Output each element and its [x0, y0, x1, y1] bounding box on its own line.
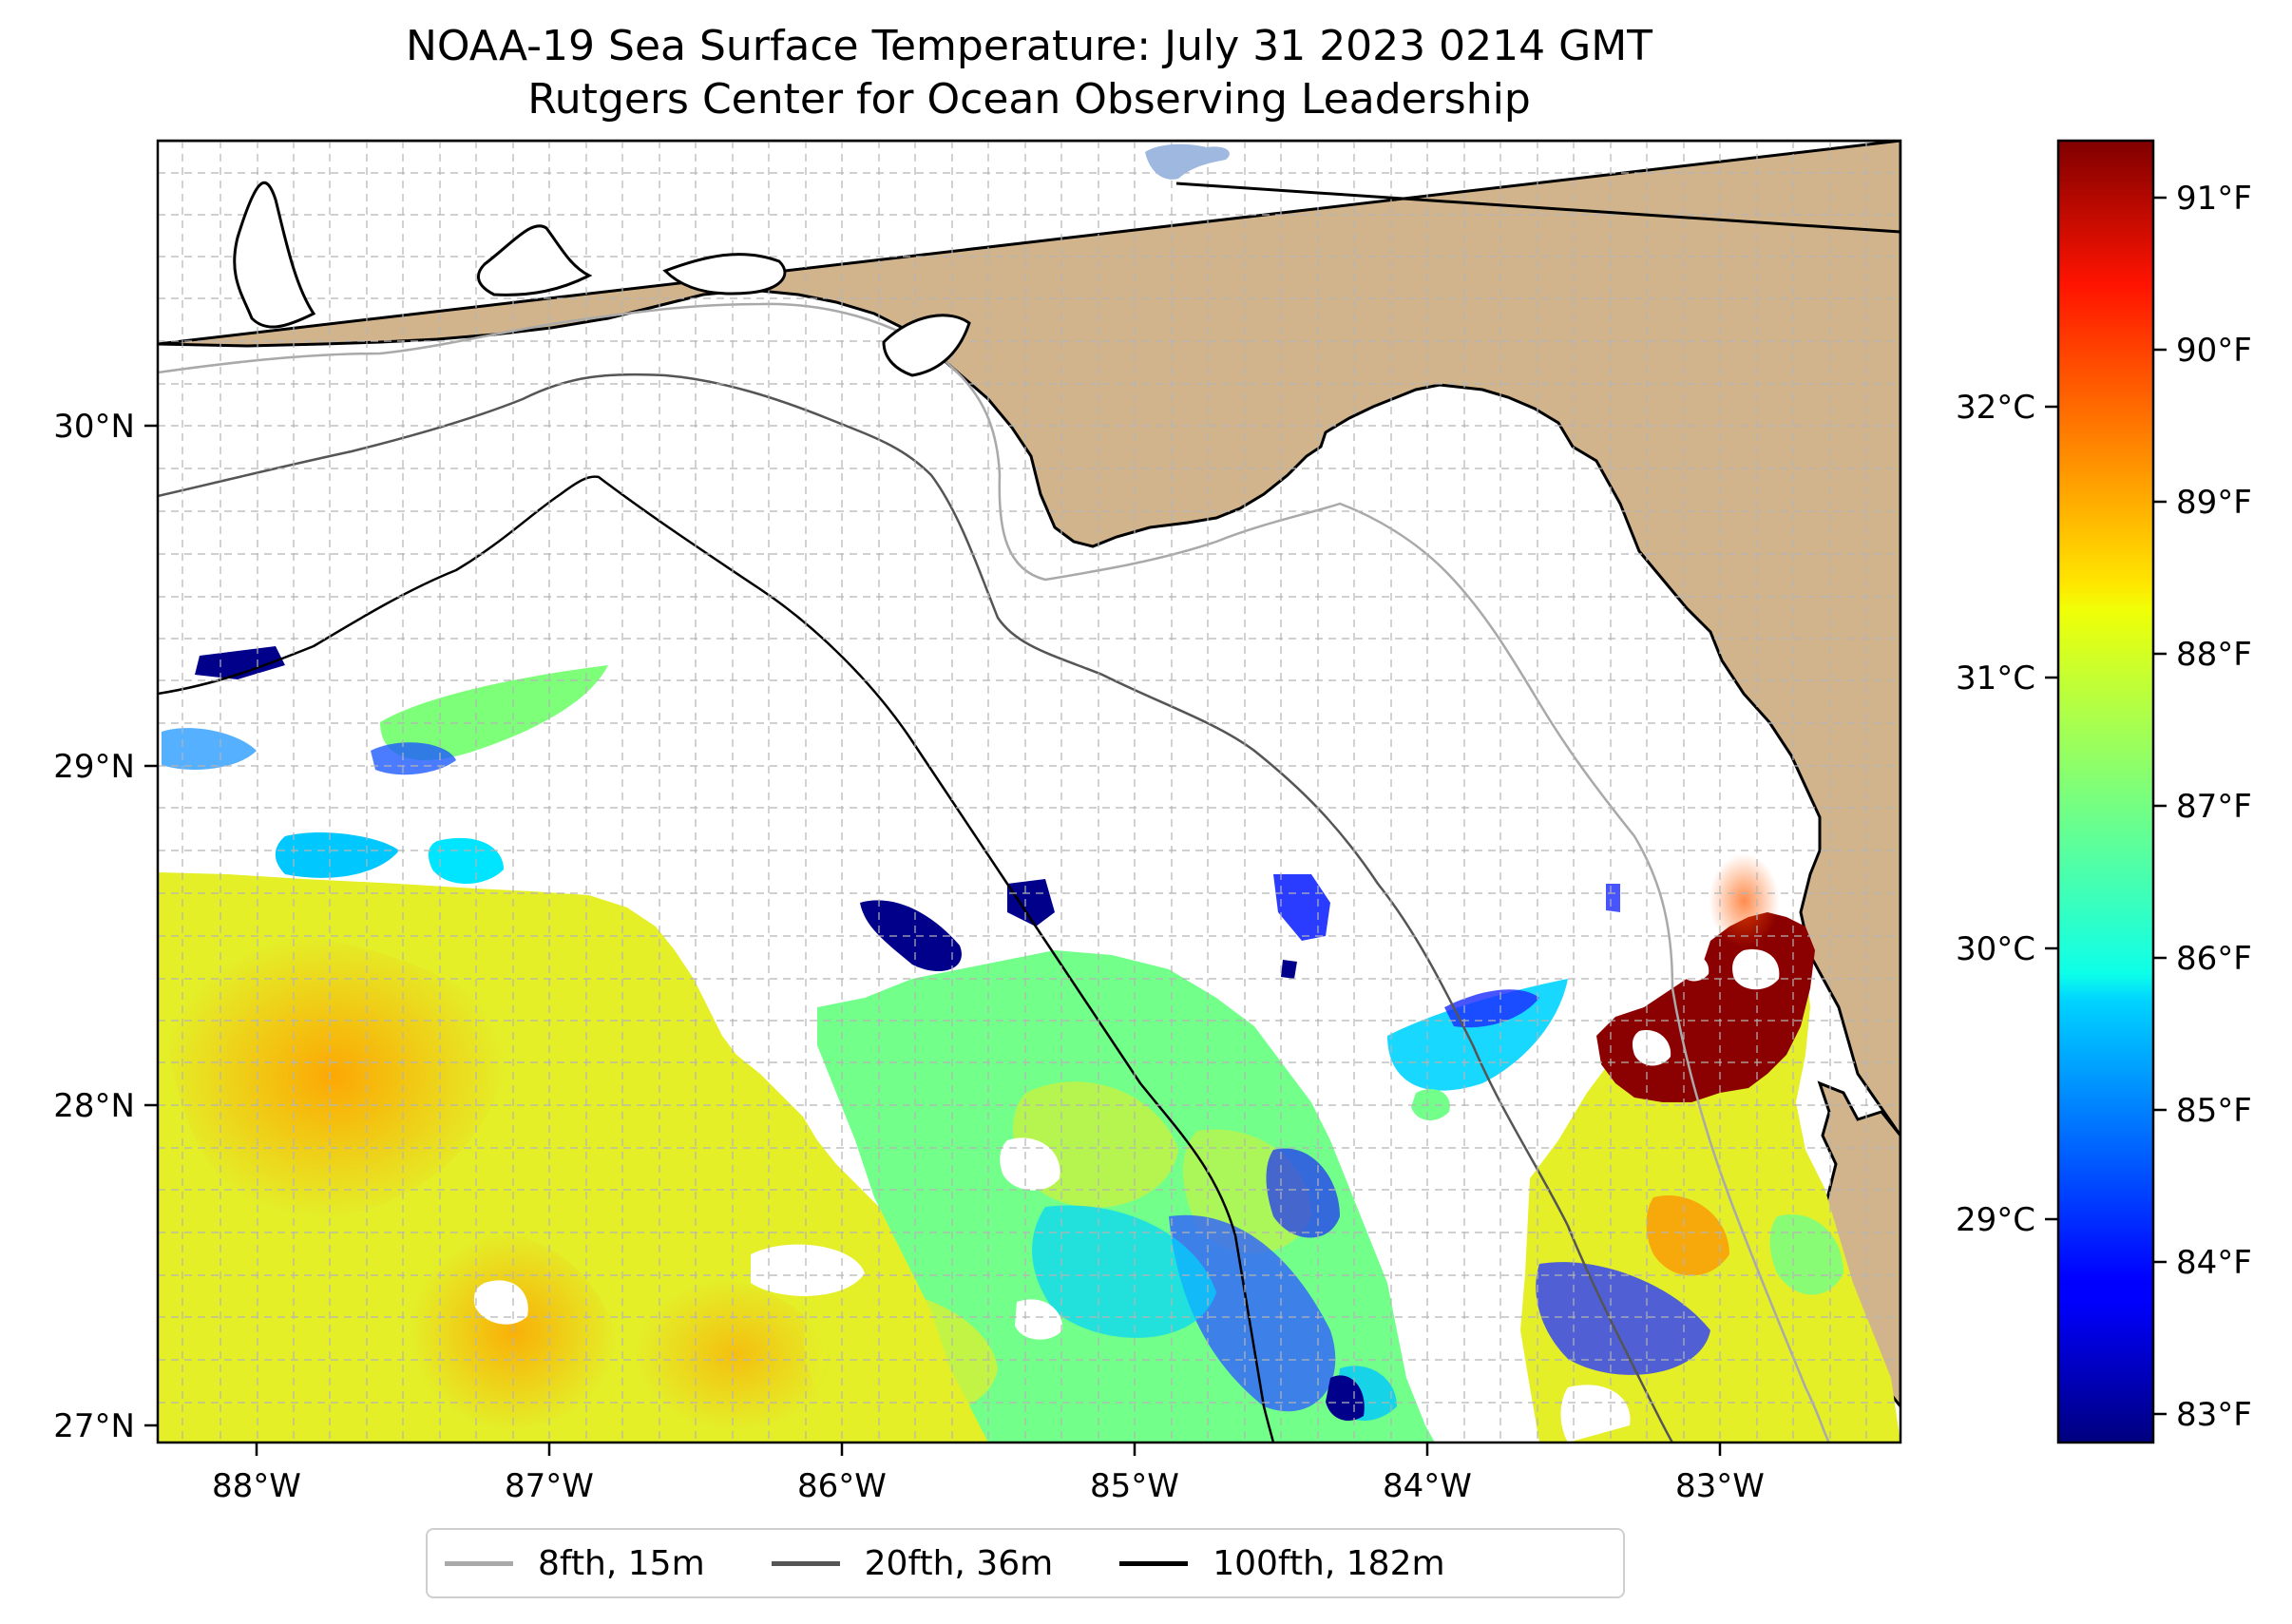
celsius-label: 30°C [1956, 930, 2035, 968]
chart-title: NOAA-19 Sea Surface Temperature: July 31… [405, 22, 1653, 70]
map-frame [156, 139, 1902, 1444]
legend-item-15m: 8fth, 15m [428, 1530, 705, 1596]
graticule [158, 141, 1900, 1442]
legend-item-36m: 20fth, 36m [705, 1530, 1054, 1596]
lat-label: 29°N [53, 748, 135, 786]
colorbar-fahrenheit-labels: 91°F 90°F 89°F 88°F 87°F 86°F 85°F 84°F … [2176, 180, 2252, 1434]
colorbar-ticks [2045, 196, 2167, 1416]
lat-label: 30°N [53, 408, 135, 446]
fahrenheit-label: 83°F [2176, 1396, 2252, 1434]
isobath-182m [158, 475, 1275, 1442]
colorbar-celsius-labels: 32°C 31°C 30°C 29°C [1956, 389, 2035, 1239]
isobath-legend: 8fth, 15m 20fth, 36m 100fth, 182m [426, 1528, 1625, 1598]
legend-label: 100fth, 182m [1213, 1543, 1445, 1583]
fahrenheit-label: 87°F [2176, 788, 2252, 826]
lat-label: 27°N [53, 1407, 135, 1445]
lon-label: 84°W [1383, 1467, 1472, 1505]
sst-data [158, 646, 1900, 1442]
lon-label: 85°W [1090, 1467, 1179, 1505]
lat-label: 28°N [53, 1087, 135, 1125]
legend-item-182m: 100fth, 182m [1053, 1530, 1445, 1596]
fahrenheit-label: 86°F [2176, 940, 2252, 978]
inland-lake [1145, 143, 1230, 180]
bay [662, 253, 787, 296]
map-plot-area [158, 141, 1900, 1442]
fahrenheit-label: 84°F [2176, 1244, 2252, 1282]
lon-label: 88°W [212, 1467, 301, 1505]
legend-label: 20fth, 36m [864, 1543, 1054, 1583]
fahrenheit-label: 85°F [2176, 1092, 2252, 1130]
fahrenheit-label: 89°F [2176, 484, 2252, 522]
fahrenheit-label: 91°F [2176, 180, 2252, 218]
lon-label: 87°W [505, 1467, 594, 1505]
chart-subtitle: Rutgers Center for Ocean Observing Leade… [527, 75, 1531, 124]
fahrenheit-label: 90°F [2176, 332, 2252, 370]
legend-line-light-gray [445, 1560, 513, 1566]
bay [476, 224, 593, 296]
latitude-tick-labels: 30°N 29°N 28°N 27°N [53, 408, 135, 1445]
legend-label: 8fth, 15m [538, 1543, 705, 1583]
legend-line-black [1119, 1560, 1189, 1566]
celsius-label: 29°C [1956, 1201, 2035, 1239]
lon-label: 86°W [797, 1467, 887, 1505]
bay [882, 314, 971, 377]
state-boundary [1175, 182, 1900, 234]
longitude-tick-labels: 88°W 87°W 86°W 85°W 84°W 83°W [212, 1467, 1765, 1505]
colorbar [2056, 139, 2155, 1444]
isobath-36m [158, 373, 1674, 1442]
legend-line-dark-gray [771, 1560, 840, 1566]
celsius-label: 32°C [1956, 389, 2035, 427]
lon-label: 83°W [1675, 1467, 1765, 1505]
axis-ticks [144, 424, 1722, 1456]
fahrenheit-label: 88°F [2176, 636, 2252, 674]
celsius-label: 31°C [1956, 659, 2035, 697]
bay [233, 181, 316, 329]
